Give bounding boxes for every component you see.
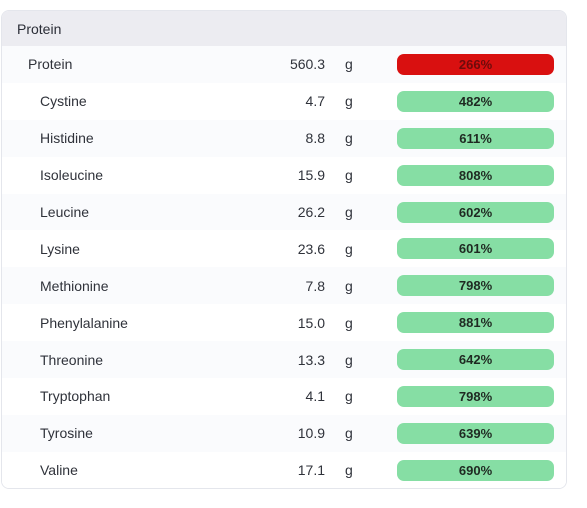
nutrient-amount: 4.1 — [305, 388, 325, 405]
percent-bar: 690% — [397, 459, 554, 481]
nutrient-row-tyrosine[interactable]: Tyrosine 10.9 g 639% — [2, 414, 566, 452]
nutrient-name: Valine — [40, 462, 78, 479]
nutrient-unit: g — [345, 56, 353, 73]
percent-bar: 881% — [397, 312, 554, 334]
nutrient-amount: 8.8 — [305, 130, 325, 147]
nutrient-unit: g — [345, 130, 353, 147]
nutrient-amount: 10.9 — [297, 425, 325, 442]
percent-bar: 798% — [397, 385, 554, 407]
nutrient-name: Isoleucine — [40, 167, 104, 184]
nutrient-name: Histidine — [40, 130, 94, 147]
nutrient-amount: 4.7 — [305, 93, 325, 110]
percent-bar: 808% — [397, 164, 554, 186]
percent-bar: 602% — [397, 201, 554, 223]
nutrient-unit: g — [345, 167, 353, 184]
nutrient-name: Cystine — [40, 93, 87, 110]
nutrient-name: Lysine — [40, 240, 80, 257]
section-header[interactable]: Protein — [2, 11, 566, 46]
nutrient-name: Protein — [28, 56, 73, 73]
nutrient-row-lysine[interactable]: Lysine 23.6 g 601% — [2, 230, 566, 268]
nutrient-amount: 17.1 — [297, 462, 325, 479]
percent-bar: 639% — [397, 422, 554, 444]
nutrient-name: Methionine — [40, 277, 109, 294]
percent-bar: 611% — [397, 127, 554, 149]
nutrient-row-cystine[interactable]: Cystine 4.7 g 482% — [2, 82, 566, 120]
nutrient-unit: g — [345, 204, 353, 220]
nutrient-name: Phenylalanine — [40, 314, 128, 331]
nutrient-unit: g — [345, 314, 353, 331]
section-title: Protein — [17, 20, 62, 37]
nutrient-row-methionine[interactable]: Methionine 7.8 g 798% — [2, 267, 566, 305]
nutrient-amount: 15.9 — [297, 167, 325, 184]
nutrient-amount: 26.2 — [297, 204, 325, 220]
nutrient-row-protein[interactable]: Protein 560.3 g 266% — [2, 46, 566, 83]
nutrient-unit: g — [345, 277, 353, 294]
nutrient-row-histidine[interactable]: Histidine 8.8 g 611% — [2, 119, 566, 157]
nutrient-name: Tryptophan — [40, 388, 111, 405]
nutrient-unit: g — [345, 93, 353, 110]
nutrient-unit: g — [345, 388, 353, 405]
nutrient-amount: 15.0 — [297, 314, 325, 331]
percent-bar: 642% — [397, 349, 554, 371]
percent-bar: 482% — [397, 90, 554, 112]
percent-bar: 798% — [397, 275, 554, 297]
nutrient-amount: 23.6 — [297, 240, 325, 257]
nutrient-amount: 7.8 — [305, 277, 325, 294]
nutrient-row-isoleucine[interactable]: Isoleucine 15.9 g 808% — [2, 156, 566, 194]
percent-bar: 601% — [397, 238, 554, 260]
percent-bar: 266% — [397, 53, 554, 75]
nutrient-name: Tyrosine — [40, 425, 93, 442]
nutrient-list: Protein 560.3 g 266% Cystine 4.7 g 482% … — [2, 46, 566, 488]
nutrient-row-threonine[interactable]: Threonine 13.3 g 642% — [2, 341, 566, 379]
nutrient-unit: g — [345, 351, 353, 368]
protein-panel: Protein Protein 560.3 g 266% Cystine 4.7… — [1, 10, 567, 489]
nutrient-row-leucine[interactable]: Leucine 26.2 g 602% — [2, 193, 566, 231]
nutrient-amount: 13.3 — [297, 351, 325, 368]
nutrient-unit: g — [345, 425, 353, 442]
nutrient-name: Threonine — [40, 351, 104, 368]
nutrient-name: Leucine — [40, 204, 90, 220]
nutrient-unit: g — [345, 462, 353, 479]
nutrient-amount: 560.3 — [289, 56, 325, 73]
nutrient-row-valine[interactable]: Valine 17.1 g 690% — [2, 451, 566, 488]
nutrient-unit: g — [345, 240, 353, 257]
nutrient-row-tryptophan[interactable]: Tryptophan 4.1 g 798% — [2, 378, 566, 415]
nutrient-row-phenylalanine[interactable]: Phenylalanine 15.0 g 881% — [2, 304, 566, 342]
